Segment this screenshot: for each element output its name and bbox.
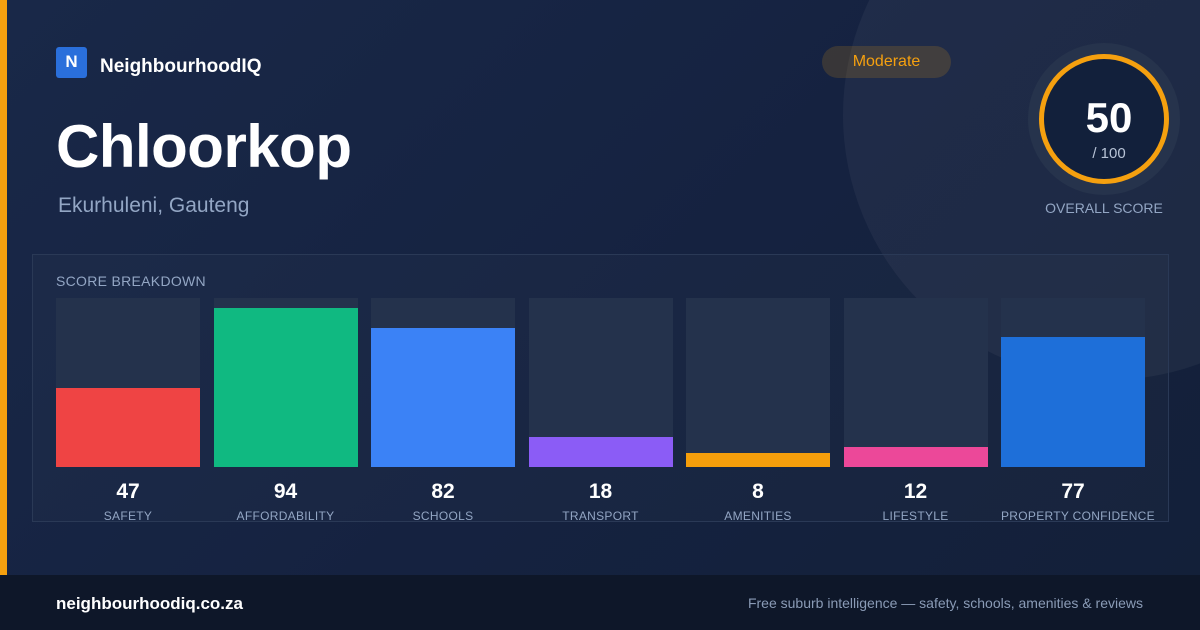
- bar-value-label: 12: [903, 480, 928, 503]
- bar-column-schools: 82 SCHOOLS: [371, 298, 515, 523]
- bar: [843, 447, 988, 467]
- bar-track: [1001, 298, 1145, 467]
- bar-column-affordability: 94 AFFORDABILITY: [213, 298, 358, 523]
- brand-name: NeighbourhoodIQ: [100, 56, 262, 77]
- bar-category-label: PROPERTY CONFIDENCE: [1001, 509, 1155, 523]
- bar-value-label: 18: [588, 480, 613, 503]
- bar-track: [528, 298, 673, 467]
- bar-track: [686, 298, 830, 467]
- bar: [686, 453, 830, 467]
- overall-score-max: / 100: [1092, 145, 1126, 162]
- accent-bar: [0, 0, 7, 575]
- bar-column-transport: 18 TRANSPORT: [528, 298, 673, 523]
- bar: [56, 388, 200, 467]
- bar-track: [843, 298, 988, 467]
- footer: neighbourhoodiq.co.za Free suburb intell…: [0, 575, 1200, 630]
- bar-value-label: 77: [1061, 480, 1085, 503]
- bar: [528, 437, 673, 467]
- bar-category-label: SCHOOLS: [412, 509, 474, 523]
- bar-column-property-confidence: 77 PROPERTY CONFIDENCE: [1001, 298, 1155, 523]
- bar-category-label: LIFESTYLE: [882, 509, 949, 523]
- bar-column-safety: 47 SAFETY: [56, 298, 200, 523]
- footer-domain: neighbourhoodiq.co.za: [56, 594, 243, 613]
- brand-logo-icon: N: [56, 46, 87, 78]
- score-breakdown-panel: SCORE BREAKDOWN 47 SAFETY 94 AFFORDABILITY 8…: [32, 254, 1169, 523]
- rating-badge: Moderate: [822, 46, 951, 78]
- bar-value-label: 82: [431, 480, 455, 503]
- overall-score-value: 50: [1085, 94, 1133, 141]
- bar-category-label: TRANSPORT: [562, 509, 639, 523]
- bar: [371, 328, 515, 467]
- overall-score-caption: OVERALL SCORE: [1045, 200, 1163, 216]
- bar-category-label: AMENITIES: [724, 509, 792, 523]
- bar-category-label: SAFETY: [103, 509, 153, 523]
- bar-value-label: 47: [116, 480, 140, 503]
- brand: N NeighbourhoodIQ: [56, 46, 261, 78]
- bar: [1001, 337, 1145, 467]
- footer-tagline: Free suburb intelligence — safety, schoo…: [747, 595, 1143, 611]
- overall-score-inner: 50 / 100: [1039, 54, 1169, 184]
- bar-value-label: 94: [273, 480, 298, 503]
- bar-category-label: AFFORDABILITY: [236, 509, 335, 523]
- overall-score-ring: 50 / 100: [1028, 43, 1180, 195]
- bar: [213, 308, 358, 467]
- breakdown-title: SCORE BREAKDOWN: [56, 273, 206, 289]
- bar-value-label: 8: [752, 480, 764, 503]
- bar-column-lifestyle: 12 LIFESTYLE: [843, 298, 988, 523]
- bar-track: [56, 298, 200, 467]
- bar-track: [213, 298, 358, 467]
- bar-column-amenities: 8 AMENITIES: [686, 298, 830, 523]
- suburb-title: Chloorkop: [56, 113, 352, 180]
- bar-track: [371, 298, 515, 467]
- suburb-region: Ekurhuleni, Gauteng: [58, 194, 250, 217]
